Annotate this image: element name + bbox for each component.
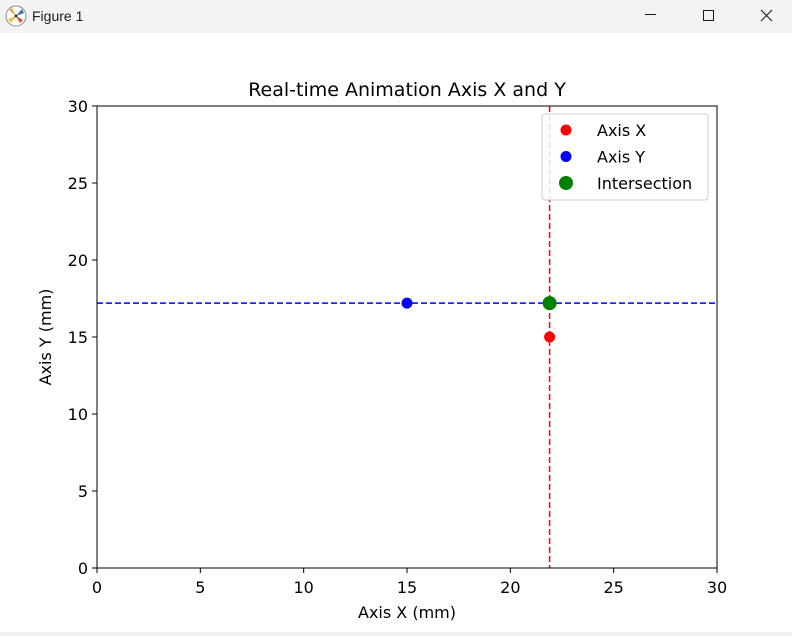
x-tick-label: 25	[603, 578, 623, 597]
legend-label: Axis X	[597, 121, 646, 140]
legend-label: Axis Y	[597, 148, 645, 167]
chart-canvas: Real-time Animation Axis X and Y 0 5 10 15 2…	[36, 79, 728, 622]
minimize-button[interactable]	[621, 0, 679, 32]
y-tick-label: 20	[68, 251, 88, 270]
x-tick-label: 20	[500, 578, 520, 597]
matplotlib-figure-icon	[5, 5, 27, 27]
x-tick-label: 10	[293, 578, 313, 597]
maximize-icon	[703, 10, 714, 21]
window-bottom-edge	[0, 632, 792, 636]
x-tick-label: 15	[397, 578, 417, 597]
legend-marker	[560, 124, 572, 136]
y-tick-label: 15	[68, 328, 88, 347]
chart-title: Real-time Animation Axis X and Y	[248, 79, 566, 101]
y-tick-label: 30	[68, 97, 88, 116]
x-axis-label: Axis X (mm)	[358, 603, 456, 622]
close-icon	[760, 9, 773, 22]
data-point-intersection	[542, 296, 557, 311]
axes: 0 5 10 15 20 25 30 0 5 10 15 20 25 30	[68, 97, 728, 597]
x-tick-label: 0	[92, 578, 102, 597]
minimize-icon	[645, 14, 656, 15]
y-axis-label: Axis Y (mm)	[36, 289, 55, 386]
legend-label: Intersection	[597, 174, 692, 193]
x-tick-label: 5	[195, 578, 205, 597]
y-tick-label: 5	[78, 482, 88, 501]
y-tick-label: 0	[78, 559, 88, 578]
legend-marker	[559, 176, 573, 190]
data-point-axis-y	[401, 297, 413, 309]
maximize-button[interactable]	[679, 0, 737, 32]
data-point-axis-x	[544, 331, 556, 343]
window-title: Figure 1	[32, 8, 84, 24]
legend-box	[541, 113, 709, 201]
legend: Axis X Axis Y Intersection	[541, 113, 709, 201]
y-tick-label: 10	[68, 405, 88, 424]
title-bar[interactable]: Figure 1	[0, 0, 792, 33]
y-tick-label: 25	[68, 174, 88, 193]
legend-marker	[560, 151, 572, 162]
x-tick-label: 30	[707, 578, 727, 597]
close-button[interactable]	[738, 0, 792, 32]
